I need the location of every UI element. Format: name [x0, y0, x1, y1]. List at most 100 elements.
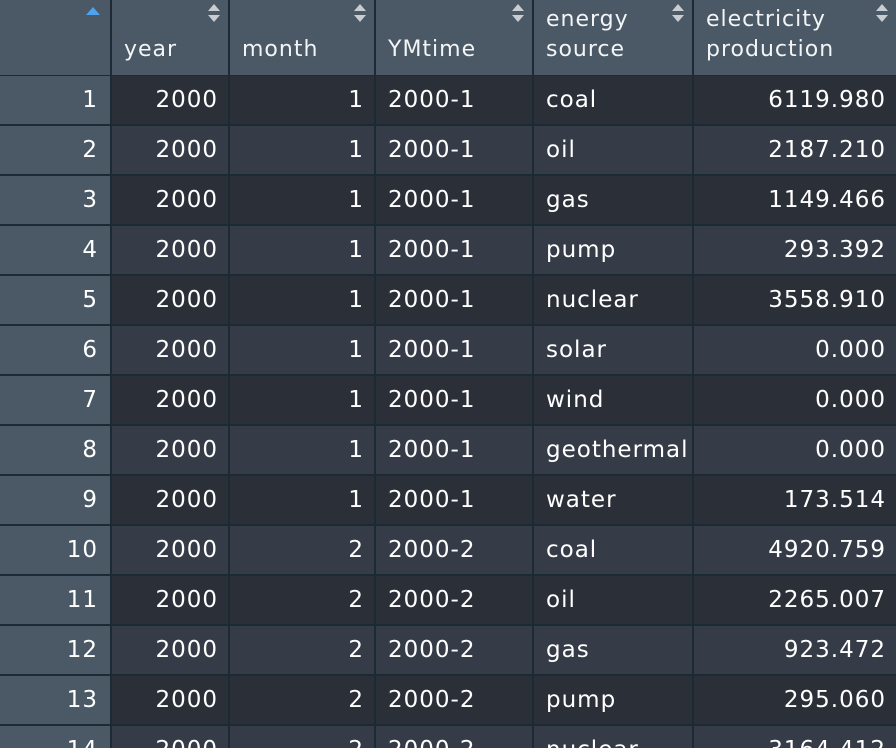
row-number: 10	[0, 526, 112, 576]
table-cell-energy-source: pump	[534, 676, 694, 726]
table-row: 1 2000 1 2000-1 coal 6119.980	[0, 76, 896, 126]
row-number: 3	[0, 176, 112, 226]
table-cell-ymtime: 2000-1	[376, 76, 534, 126]
column-header-label: month	[242, 37, 319, 62]
table-cell-month: 2	[230, 626, 376, 676]
sort-toggle-icon[interactable]	[208, 3, 220, 25]
table-row: 9 2000 1 2000-1 water 173.514	[0, 476, 896, 526]
table-row: 13 2000 2 2000-2 pump 295.060	[0, 676, 896, 726]
row-number: 1	[0, 76, 112, 126]
table-cell-ymtime: 2000-2	[376, 576, 534, 626]
table-cell-year: 2000	[112, 476, 230, 526]
table-cell-year: 2000	[112, 676, 230, 726]
table-cell-year: 2000	[112, 326, 230, 376]
sort-toggle-icon[interactable]	[672, 3, 684, 25]
table-cell-energy-source: water	[534, 476, 694, 526]
column-header-label: electricity production	[706, 7, 835, 62]
column-header-month[interactable]: month	[230, 0, 376, 75]
table-cell-year: 2000	[112, 426, 230, 476]
table-header: year month YMtime energy source electric…	[0, 0, 896, 76]
table-row: 11 2000 2 2000-2 oil 2265.007	[0, 576, 896, 626]
table-cell-month: 2	[230, 526, 376, 576]
table-cell-year: 2000	[112, 276, 230, 326]
table-cell-ymtime: 2000-2	[376, 676, 534, 726]
table-row: 14200022000-2nuclear3164.412	[0, 726, 896, 748]
table-cell-month: 2	[230, 576, 376, 626]
row-number: 11	[0, 576, 112, 626]
table-cell-ymtime: 2000-2	[376, 726, 534, 748]
row-number: 2	[0, 126, 112, 176]
table-cell-month: 1	[230, 226, 376, 276]
table-cell-month: 1	[230, 276, 376, 326]
table-cell-electricity-production: 293.392	[694, 226, 896, 276]
table-cell-electricity-production: 4920.759	[694, 526, 896, 576]
table-cell-electricity-production: 3164.412	[694, 726, 896, 748]
table-cell-energy-source: coal	[534, 76, 694, 126]
table-cell-electricity-production: 2187.210	[694, 126, 896, 176]
table-cell-electricity-production: 295.060	[694, 676, 896, 726]
sort-ascending-icon[interactable]	[86, 7, 100, 15]
table-cell-energy-source: oil	[534, 576, 694, 626]
table-cell-ymtime: 2000-1	[376, 476, 534, 526]
table-cell-ymtime: 2000-1	[376, 226, 534, 276]
table-cell-year: 2000	[112, 626, 230, 676]
table-cell-energy-source: gas	[534, 626, 694, 676]
table-cell-month: 2	[230, 726, 376, 748]
table-row: 3 2000 1 2000-1 gas 1149.466	[0, 176, 896, 226]
table-cell-electricity-production: 923.472	[694, 626, 896, 676]
table-cell-ymtime: 2000-1	[376, 126, 534, 176]
table-cell-electricity-production: 1149.466	[694, 176, 896, 226]
table-cell-month: 1	[230, 326, 376, 376]
sort-toggle-icon[interactable]	[876, 3, 888, 25]
table-cell-year: 2000	[112, 176, 230, 226]
sort-toggle-icon[interactable]	[354, 3, 366, 25]
table-cell-month: 2	[230, 676, 376, 726]
table-cell-electricity-production: 0.000	[694, 426, 896, 476]
table-cell-ymtime: 2000-1	[376, 326, 534, 376]
sort-toggle-icon[interactable]	[512, 3, 524, 25]
table-row: 10 2000 2 2000-2 coal 4920.759	[0, 526, 896, 576]
table-cell-month: 1	[230, 376, 376, 426]
table-cell-month: 1	[230, 476, 376, 526]
table-cell-energy-source: nuclear	[534, 726, 694, 748]
table-row: 5 2000 1 2000-1 nuclear 3558.910	[0, 276, 896, 326]
table-cell-year: 2000	[112, 526, 230, 576]
table-cell-year: 2000	[112, 376, 230, 426]
table-cell-ymtime: 2000-2	[376, 526, 534, 576]
table-cell-ymtime: 2000-2	[376, 626, 534, 676]
table-row: 4 2000 1 2000-1 pump 293.392	[0, 226, 896, 276]
column-header-label: energy source	[546, 7, 629, 62]
table-cell-month: 1	[230, 426, 376, 476]
table-cell-year: 2000	[112, 126, 230, 176]
table-row: 7 2000 1 2000-1 wind 0.000	[0, 376, 896, 426]
table-cell-electricity-production: 2265.007	[694, 576, 896, 626]
row-number: 5	[0, 276, 112, 326]
column-header-ymtime[interactable]: YMtime	[376, 0, 534, 75]
column-header-year[interactable]: year	[112, 0, 230, 75]
table-cell-ymtime: 2000-1	[376, 426, 534, 476]
table-cell-energy-source: oil	[534, 126, 694, 176]
table-cell-month: 1	[230, 76, 376, 126]
column-header-label: YMtime	[388, 37, 477, 62]
table-cell-year: 2000	[112, 726, 230, 748]
column-header-label: year	[124, 37, 178, 62]
table-cell-electricity-production: 0.000	[694, 376, 896, 426]
table-cell-month: 1	[230, 126, 376, 176]
column-header-electricity-production[interactable]: electricity production	[694, 0, 896, 75]
table-cell-electricity-production: 6119.980	[694, 76, 896, 126]
table-cell-ymtime: 2000-1	[376, 376, 534, 426]
table-cell-electricity-production: 3558.910	[694, 276, 896, 326]
table-cell-month: 1	[230, 176, 376, 226]
table-cell-year: 2000	[112, 576, 230, 626]
column-header-energy-source[interactable]: energy source	[534, 0, 694, 75]
table-cell-year: 2000	[112, 226, 230, 276]
column-header-rownames[interactable]	[0, 0, 112, 75]
table-cell-energy-source: nuclear	[534, 276, 694, 326]
row-number: 14	[0, 726, 112, 748]
table-row: 8 2000 1 2000-1 geothermal 0.000	[0, 426, 896, 476]
row-number: 7	[0, 376, 112, 426]
table-row: 6 2000 1 2000-1 solar 0.000	[0, 326, 896, 376]
table-cell-energy-source: geothermal	[534, 426, 694, 476]
table-cell-electricity-production: 173.514	[694, 476, 896, 526]
